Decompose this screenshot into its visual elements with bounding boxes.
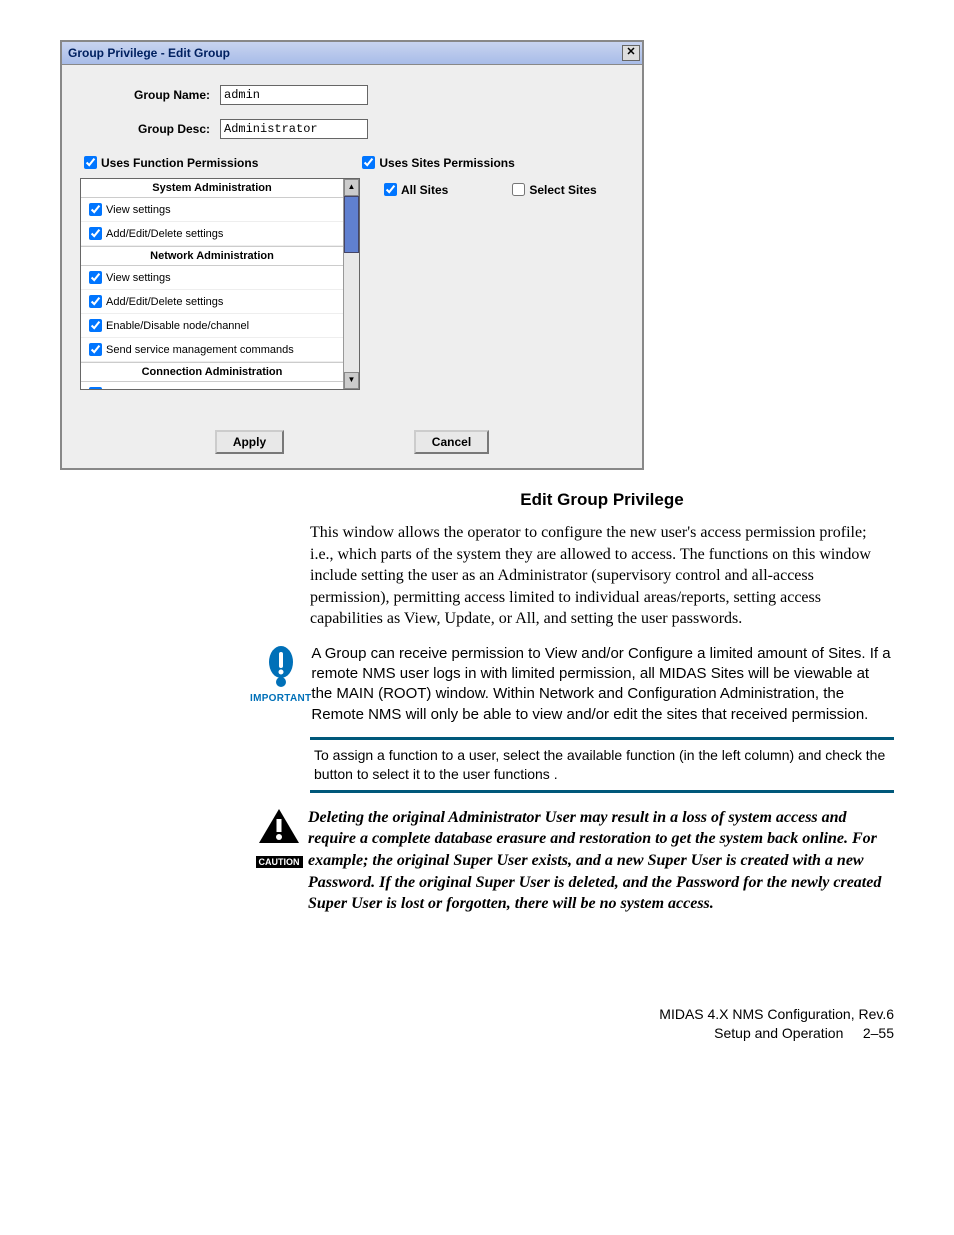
dialog-titlebar: Group Privilege - Edit Group ✕ bbox=[62, 42, 642, 65]
uses-sites-label: Uses Sites Permissions bbox=[379, 156, 514, 170]
list-item-checkbox[interactable] bbox=[89, 319, 102, 332]
list-item-checkbox[interactable] bbox=[89, 343, 102, 356]
select-sites-check-input[interactable] bbox=[512, 183, 525, 196]
list-section-header: Connection Administration bbox=[81, 362, 343, 382]
uses-sites-checkbox[interactable]: Uses Sites Permissions bbox=[358, 153, 514, 172]
cancel-button[interactable]: Cancel bbox=[414, 430, 489, 454]
group-desc-input[interactable] bbox=[220, 119, 368, 139]
list-item-checkbox[interactable] bbox=[89, 271, 102, 284]
apply-button[interactable]: Apply bbox=[215, 430, 284, 454]
important-label: IMPORTANT bbox=[250, 693, 311, 704]
uses-sites-check-input[interactable] bbox=[362, 156, 375, 169]
footer-page: 2–55 bbox=[863, 1025, 894, 1041]
scroll-up-icon[interactable]: ▲ bbox=[344, 179, 359, 196]
function-permissions-list: System Administration View settings Add/Ed… bbox=[80, 178, 360, 390]
list-item-checkbox[interactable] bbox=[89, 387, 102, 389]
list-section-header: Network Administration bbox=[81, 246, 343, 266]
list-item-label: Enable/Disable node/channel bbox=[106, 320, 249, 332]
scroll-down-icon[interactable]: ▼ bbox=[344, 372, 359, 389]
section-heading: Edit Group Privilege bbox=[310, 490, 894, 510]
caution-block: CAUTION Deleting the original Administra… bbox=[250, 807, 894, 915]
list-item[interactable]: Enable/Disable node/channel bbox=[81, 314, 343, 338]
list-item[interactable]: Add/Edit/Delete settings bbox=[81, 290, 343, 314]
list-item[interactable]: View settings bbox=[81, 266, 343, 290]
list-item-label: Send service management commands bbox=[106, 344, 294, 356]
group-desc-label: Group Desc: bbox=[80, 122, 220, 136]
scrollbar[interactable]: ▲ ▼ bbox=[343, 179, 359, 389]
edit-group-dialog: Group Privilege - Edit Group ✕ Group Nam… bbox=[60, 40, 644, 470]
list-item-label: Add/Edit/Delete settings bbox=[106, 296, 223, 308]
list-section-header: System Administration bbox=[81, 179, 343, 198]
all-sites-checkbox[interactable]: All Sites bbox=[380, 180, 448, 199]
list-item-checkbox[interactable] bbox=[89, 227, 102, 240]
uses-function-checkbox[interactable]: Uses Function Permissions bbox=[80, 153, 258, 172]
all-sites-check-input[interactable] bbox=[384, 183, 397, 196]
list-item[interactable]: View settings bbox=[81, 198, 343, 222]
important-icon: IMPORTANT bbox=[250, 644, 311, 704]
list-item-checkbox[interactable] bbox=[89, 295, 102, 308]
caution-label: CAUTION bbox=[256, 856, 303, 868]
intro-paragraph: This window allows the operator to confi… bbox=[310, 522, 894, 630]
footer-line1: MIDAS 4.X NMS Configuration, Rev.6 bbox=[60, 1005, 894, 1024]
scroll-thumb[interactable] bbox=[344, 196, 359, 253]
list-item-label: Add/Edit/Delete settings bbox=[106, 228, 223, 240]
list-item-checkbox[interactable] bbox=[89, 203, 102, 216]
important-block: IMPORTANT A Group can receive permission… bbox=[250, 644, 894, 725]
select-sites-label: Select Sites bbox=[529, 183, 596, 197]
footer-section: Setup and Operation bbox=[714, 1025, 843, 1041]
tip-box: To assign a function to a user, select t… bbox=[310, 737, 894, 793]
uses-function-check-input[interactable] bbox=[84, 156, 97, 169]
dialog-title: Group Privilege - Edit Group bbox=[68, 46, 230, 60]
list-item-label: View settings bbox=[106, 204, 171, 216]
page-footer: MIDAS 4.X NMS Configuration, Rev.6 Setup… bbox=[60, 1005, 894, 1043]
important-text: A Group can receive permission to View a… bbox=[311, 644, 894, 725]
group-name-input[interactable] bbox=[220, 85, 368, 105]
uses-function-label: Uses Function Permissions bbox=[101, 156, 258, 170]
close-icon[interactable]: ✕ bbox=[622, 45, 640, 61]
caution-text: Deleting the original Administrator User… bbox=[308, 807, 894, 915]
caution-icon: CAUTION bbox=[250, 807, 308, 870]
group-name-label: Group Name: bbox=[80, 88, 220, 102]
list-item[interactable]: Add/Edit/Delete settings bbox=[81, 222, 343, 246]
list-item[interactable]: View settings bbox=[81, 382, 343, 389]
list-item-label: View settings bbox=[106, 272, 171, 284]
scroll-track[interactable] bbox=[344, 196, 359, 372]
list-item[interactable]: Send service management commands bbox=[81, 338, 343, 362]
all-sites-label: All Sites bbox=[401, 183, 448, 197]
select-sites-checkbox[interactable]: Select Sites bbox=[508, 180, 596, 199]
list-item-label: View settings bbox=[106, 388, 171, 390]
